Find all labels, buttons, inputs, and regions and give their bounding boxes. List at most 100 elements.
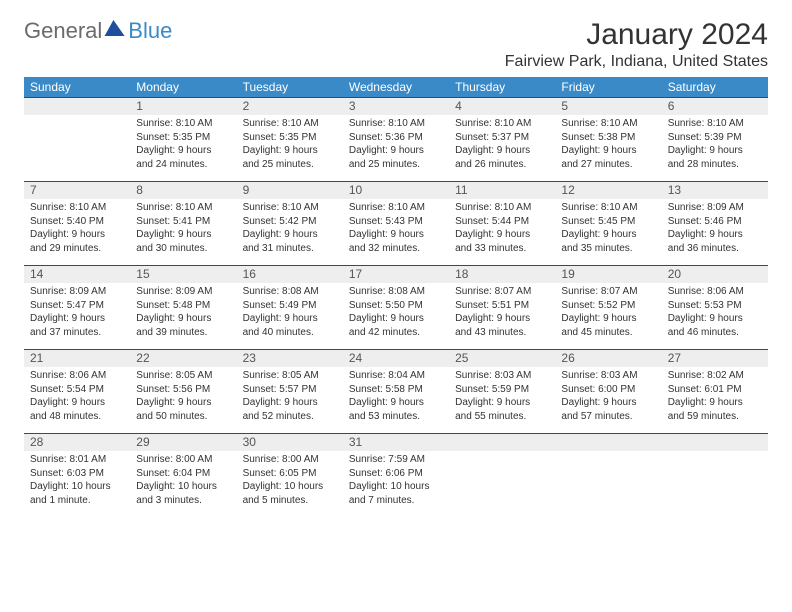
day-number: 7 [24,182,130,200]
day-cell: Sunrise: 8:09 AMSunset: 5:46 PMDaylight:… [662,199,768,266]
day-number: 23 [237,350,343,368]
sunrise-text: Sunrise: 8:05 AM [243,369,337,383]
sunrise-text: Sunrise: 8:00 AM [136,453,230,467]
day-cell: Sunrise: 8:10 AMSunset: 5:43 PMDaylight:… [343,199,449,266]
day-cell: Sunrise: 8:10 AMSunset: 5:38 PMDaylight:… [555,115,661,182]
daylight-text: Daylight: 9 hours and 42 minutes. [349,312,443,339]
sunrise-text: Sunrise: 8:03 AM [455,369,549,383]
day-cell [449,451,555,517]
sunset-text: Sunset: 5:42 PM [243,215,337,229]
sunrise-text: Sunrise: 8:10 AM [243,117,337,131]
sunset-text: Sunset: 5:40 PM [30,215,124,229]
daylight-text: Daylight: 9 hours and 30 minutes. [136,228,230,255]
day-number [555,434,661,452]
day-cell: Sunrise: 8:10 AMSunset: 5:40 PMDaylight:… [24,199,130,266]
daylight-text: Daylight: 9 hours and 29 minutes. [30,228,124,255]
daylight-text: Daylight: 9 hours and 24 minutes. [136,144,230,171]
sunset-text: Sunset: 5:35 PM [136,131,230,145]
day-number: 14 [24,266,130,284]
sunset-text: Sunset: 5:54 PM [30,383,124,397]
day-cell: Sunrise: 8:05 AMSunset: 5:56 PMDaylight:… [130,367,236,434]
sunset-text: Sunset: 6:01 PM [668,383,762,397]
day-number: 2 [237,98,343,116]
daylight-text: Daylight: 9 hours and 27 minutes. [561,144,655,171]
day-cell: Sunrise: 8:02 AMSunset: 6:01 PMDaylight:… [662,367,768,434]
day-cell: Sunrise: 8:10 AMSunset: 5:45 PMDaylight:… [555,199,661,266]
sunset-text: Sunset: 5:49 PM [243,299,337,313]
day-number: 3 [343,98,449,116]
day-cell: Sunrise: 8:10 AMSunset: 5:39 PMDaylight:… [662,115,768,182]
day-number: 1 [130,98,236,116]
sunrise-text: Sunrise: 8:10 AM [136,201,230,215]
day-number: 19 [555,266,661,284]
day-cell: Sunrise: 8:10 AMSunset: 5:42 PMDaylight:… [237,199,343,266]
calendar-table: Sunday Monday Tuesday Wednesday Thursday… [24,77,768,517]
daylight-text: Daylight: 10 hours and 7 minutes. [349,480,443,507]
sunrise-text: Sunrise: 8:10 AM [349,117,443,131]
daylight-text: Daylight: 9 hours and 50 minutes. [136,396,230,423]
day-header: Tuesday [237,77,343,98]
day-number: 18 [449,266,555,284]
day-number: 11 [449,182,555,200]
sunset-text: Sunset: 5:59 PM [455,383,549,397]
day-cell: Sunrise: 8:03 AMSunset: 5:59 PMDaylight:… [449,367,555,434]
daylight-text: Daylight: 9 hours and 25 minutes. [243,144,337,171]
sunset-text: Sunset: 5:48 PM [136,299,230,313]
day-number: 17 [343,266,449,284]
day-cell: Sunrise: 8:07 AMSunset: 5:52 PMDaylight:… [555,283,661,350]
daylight-text: Daylight: 9 hours and 48 minutes. [30,396,124,423]
day-number [662,434,768,452]
day-cell: Sunrise: 8:00 AMSunset: 6:05 PMDaylight:… [237,451,343,517]
sunset-text: Sunset: 5:53 PM [668,299,762,313]
day-header: Saturday [662,77,768,98]
day-number: 26 [555,350,661,368]
sunrise-text: Sunrise: 8:10 AM [455,201,549,215]
day-cell [24,115,130,182]
daylight-text: Daylight: 9 hours and 52 minutes. [243,396,337,423]
day-content-row: Sunrise: 8:06 AMSunset: 5:54 PMDaylight:… [24,367,768,434]
sunrise-text: Sunrise: 7:59 AM [349,453,443,467]
day-cell: Sunrise: 8:09 AMSunset: 5:48 PMDaylight:… [130,283,236,350]
sunset-text: Sunset: 6:06 PM [349,467,443,481]
day-number-row: 123456 [24,98,768,116]
sunset-text: Sunset: 5:50 PM [349,299,443,313]
sunrise-text: Sunrise: 8:01 AM [30,453,124,467]
sunset-text: Sunset: 5:56 PM [136,383,230,397]
day-header: Thursday [449,77,555,98]
day-cell: Sunrise: 8:07 AMSunset: 5:51 PMDaylight:… [449,283,555,350]
day-header: Friday [555,77,661,98]
sunrise-text: Sunrise: 8:10 AM [136,117,230,131]
calendar-page: General Blue January 2024 Fairview Park,… [0,0,792,535]
daylight-text: Daylight: 9 hours and 25 minutes. [349,144,443,171]
day-content-row: Sunrise: 8:01 AMSunset: 6:03 PMDaylight:… [24,451,768,517]
day-cell: Sunrise: 8:08 AMSunset: 5:49 PMDaylight:… [237,283,343,350]
sunrise-text: Sunrise: 8:10 AM [30,201,124,215]
day-content-row: Sunrise: 8:10 AMSunset: 5:40 PMDaylight:… [24,199,768,266]
sunrise-text: Sunrise: 8:06 AM [30,369,124,383]
daylight-text: Daylight: 9 hours and 57 minutes. [561,396,655,423]
daylight-text: Daylight: 9 hours and 53 minutes. [349,396,443,423]
day-header-row: Sunday Monday Tuesday Wednesday Thursday… [24,77,768,98]
daylight-text: Daylight: 10 hours and 5 minutes. [243,480,337,507]
day-cell: Sunrise: 8:06 AMSunset: 5:53 PMDaylight:… [662,283,768,350]
sunset-text: Sunset: 5:58 PM [349,383,443,397]
sunrise-text: Sunrise: 8:02 AM [668,369,762,383]
sunset-text: Sunset: 5:39 PM [668,131,762,145]
sunrise-text: Sunrise: 8:05 AM [136,369,230,383]
day-cell: Sunrise: 8:01 AMSunset: 6:03 PMDaylight:… [24,451,130,517]
day-cell [555,451,661,517]
sunrise-text: Sunrise: 8:00 AM [243,453,337,467]
day-cell: Sunrise: 8:04 AMSunset: 5:58 PMDaylight:… [343,367,449,434]
day-cell: Sunrise: 8:03 AMSunset: 6:00 PMDaylight:… [555,367,661,434]
daylight-text: Daylight: 9 hours and 35 minutes. [561,228,655,255]
sunrise-text: Sunrise: 8:07 AM [455,285,549,299]
day-number: 12 [555,182,661,200]
day-cell: Sunrise: 8:10 AMSunset: 5:35 PMDaylight:… [237,115,343,182]
sunrise-text: Sunrise: 8:06 AM [668,285,762,299]
title-block: January 2024 Fairview Park, Indiana, Uni… [505,18,768,71]
sunset-text: Sunset: 6:04 PM [136,467,230,481]
day-number: 5 [555,98,661,116]
logo-text-part2: Blue [128,18,172,44]
day-header: Monday [130,77,236,98]
day-number [449,434,555,452]
